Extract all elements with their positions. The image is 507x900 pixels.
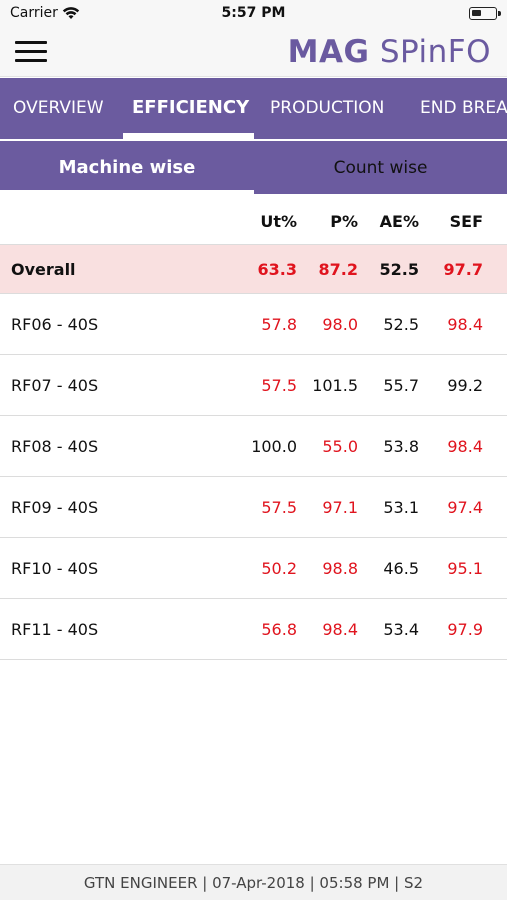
p-value: 55.0 [322,437,358,456]
sef-value: 98.4 [447,315,483,334]
column-header-ut: Ut% [260,212,297,231]
row-name: RF06 - 40S [11,315,99,334]
sef-value: 97.7 [443,260,483,279]
subtab-right-bg [254,141,507,194]
active-subtab-indicator [0,190,254,194]
p-value: 101.5 [312,376,358,395]
p-value: 98.4 [322,620,358,639]
ae-value: 52.5 [383,315,419,334]
table-row[interactable]: RF10 - 40S 50.2 98.8 46.5 95.1 [0,538,507,599]
sef-value: 98.4 [447,437,483,456]
row-name: RF09 - 40S [11,498,99,517]
p-value: 98.0 [322,315,358,334]
column-header-sef: SEF [449,212,483,231]
hamburger-menu-icon[interactable] [15,41,47,63]
status-bar: Carrier 5:57 PM [0,0,507,28]
active-tab-indicator [123,133,254,139]
efficiency-table: Ut% P% AE% SEF Overall 63.3 87.2 52.5 97… [0,194,507,660]
table-row[interactable]: RF06 - 40S 57.8 98.0 52.5 98.4 [0,294,507,355]
table-row[interactable]: RF08 - 40S 100.0 55.0 53.8 98.4 [0,416,507,477]
sef-value: 97.4 [447,498,483,517]
tab-overview[interactable]: OVERVIEW [13,98,104,118]
ut-value: 100.0 [251,437,297,456]
table-row[interactable]: RF07 - 40S 57.5 101.5 55.7 99.2 [0,355,507,416]
ut-value: 63.3 [257,260,297,279]
wifi-icon [62,7,80,19]
ut-value: 50.2 [261,559,297,578]
sef-value: 95.1 [447,559,483,578]
overall-row: Overall 63.3 87.2 52.5 97.7 [0,245,507,294]
logo-bold-text: MAG [287,34,370,70]
ae-value: 53.1 [383,498,419,517]
row-name: RF08 - 40S [11,437,99,456]
ae-value: 46.5 [383,559,419,578]
tab-production[interactable]: PRODUCTION [270,98,385,118]
column-header-ae: AE% [379,212,419,231]
app-bar: MAG SPinFO [0,28,507,77]
sub-tabs: Machine wise Count wise [0,141,507,194]
status-time: 5:57 PM [221,5,286,21]
ut-value: 56.8 [261,620,297,639]
main-tabs: OVERVIEW EFFICIENCY PRODUCTION END BREA [0,78,507,139]
ae-value: 55.7 [383,376,419,395]
ae-value: 53.8 [383,437,419,456]
sef-value: 99.2 [447,376,483,395]
battery-icon [469,7,501,20]
row-name: Overall [11,260,76,279]
table-header: Ut% P% AE% SEF [0,194,507,245]
footer-text: GTN ENGINEER | 07-Apr-2018 | 05:58 PM | … [83,874,424,892]
row-name: RF10 - 40S [11,559,99,578]
row-name: RF07 - 40S [11,376,99,395]
ut-value: 57.5 [261,498,297,517]
ut-value: 57.5 [261,376,297,395]
tab-efficiency[interactable]: EFFICIENCY [132,97,250,118]
sef-value: 97.9 [447,620,483,639]
ae-value: 53.4 [383,620,419,639]
ae-value: 52.5 [379,260,419,279]
subtab-machine-wise[interactable]: Machine wise [58,157,196,178]
row-name: RF11 - 40S [11,620,99,639]
subtab-count-wise[interactable]: Count wise [333,158,428,178]
p-value: 97.1 [322,498,358,517]
logo-text: SPinFO [379,34,491,70]
table-row[interactable]: RF09 - 40S 57.5 97.1 53.1 97.4 [0,477,507,538]
footer-status: GTN ENGINEER | 07-Apr-2018 | 05:58 PM | … [0,864,507,900]
column-header-p: P% [330,212,358,231]
app-logo: MAG SPinFO [288,34,491,70]
p-value: 87.2 [318,260,358,279]
ut-value: 57.8 [261,315,297,334]
carrier-label: Carrier [10,5,58,21]
tab-end-breaks[interactable]: END BREA [420,98,507,118]
p-value: 98.8 [322,559,358,578]
table-row[interactable]: RF11 - 40S 56.8 98.4 53.4 97.9 [0,599,507,660]
